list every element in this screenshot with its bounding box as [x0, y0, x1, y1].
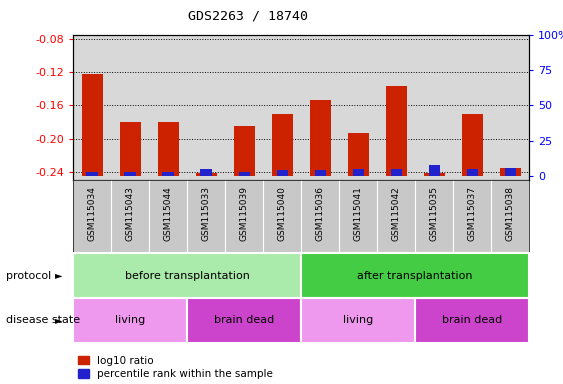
- Bar: [391, 169, 402, 176]
- Bar: [467, 169, 478, 176]
- Bar: [424, 173, 445, 176]
- Text: GSM115034: GSM115034: [88, 186, 97, 241]
- Bar: [272, 114, 293, 176]
- Bar: [348, 133, 369, 176]
- Text: GSM115037: GSM115037: [468, 186, 477, 241]
- Text: before transplantation: before transplantation: [125, 270, 249, 281]
- Text: ►: ►: [55, 315, 63, 326]
- Bar: [158, 122, 178, 176]
- Legend: log10 ratio, percentile rank within the sample: log10 ratio, percentile rank within the …: [78, 356, 273, 379]
- Bar: [239, 172, 250, 176]
- Bar: [415, 298, 529, 343]
- Text: ►: ►: [55, 270, 63, 281]
- Text: living: living: [343, 315, 373, 326]
- Bar: [82, 74, 102, 176]
- Bar: [352, 169, 364, 176]
- Bar: [428, 165, 440, 176]
- Text: after transplantation: after transplantation: [358, 270, 473, 281]
- Bar: [187, 298, 301, 343]
- Bar: [120, 122, 141, 176]
- Text: GSM115042: GSM115042: [392, 186, 401, 241]
- Bar: [315, 170, 326, 176]
- Bar: [234, 126, 254, 176]
- Text: GSM115040: GSM115040: [278, 186, 287, 241]
- Bar: [462, 114, 482, 176]
- Bar: [73, 298, 187, 343]
- Text: GSM115044: GSM115044: [164, 186, 173, 241]
- Text: protocol: protocol: [6, 270, 51, 281]
- Bar: [196, 173, 217, 176]
- Text: brain dead: brain dead: [214, 315, 274, 326]
- Bar: [504, 167, 516, 176]
- Text: GSM115043: GSM115043: [126, 186, 135, 241]
- Text: GSM115038: GSM115038: [506, 186, 515, 241]
- Text: GSM115039: GSM115039: [240, 186, 249, 241]
- Bar: [73, 253, 301, 298]
- Bar: [310, 99, 330, 176]
- Text: GSM115041: GSM115041: [354, 186, 363, 241]
- Bar: [276, 170, 288, 176]
- Bar: [163, 172, 174, 176]
- Bar: [301, 298, 415, 343]
- Text: living: living: [115, 315, 145, 326]
- Bar: [200, 169, 212, 176]
- Bar: [87, 172, 98, 176]
- Text: GSM115035: GSM115035: [430, 186, 439, 241]
- Bar: [124, 172, 136, 176]
- Bar: [301, 253, 529, 298]
- Text: GSM115033: GSM115033: [202, 186, 211, 241]
- Text: GSM115036: GSM115036: [316, 186, 325, 241]
- Bar: [386, 86, 406, 176]
- Text: GDS2263 / 18740: GDS2263 / 18740: [187, 10, 308, 23]
- Text: brain dead: brain dead: [442, 315, 502, 326]
- Text: disease state: disease state: [6, 315, 80, 326]
- Bar: [500, 168, 521, 176]
